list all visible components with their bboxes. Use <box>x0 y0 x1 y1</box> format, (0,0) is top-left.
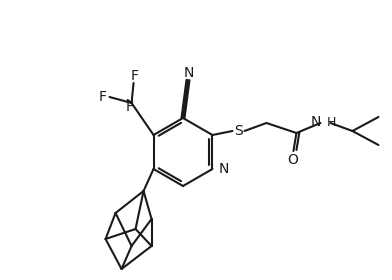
Text: O: O <box>287 153 298 167</box>
Text: H: H <box>327 116 336 129</box>
Text: F: F <box>131 69 138 83</box>
Text: F: F <box>98 90 107 104</box>
Text: N: N <box>184 66 194 80</box>
Text: N: N <box>311 115 321 129</box>
Text: F: F <box>125 100 134 114</box>
Text: S: S <box>234 124 243 138</box>
Text: N: N <box>218 162 229 176</box>
